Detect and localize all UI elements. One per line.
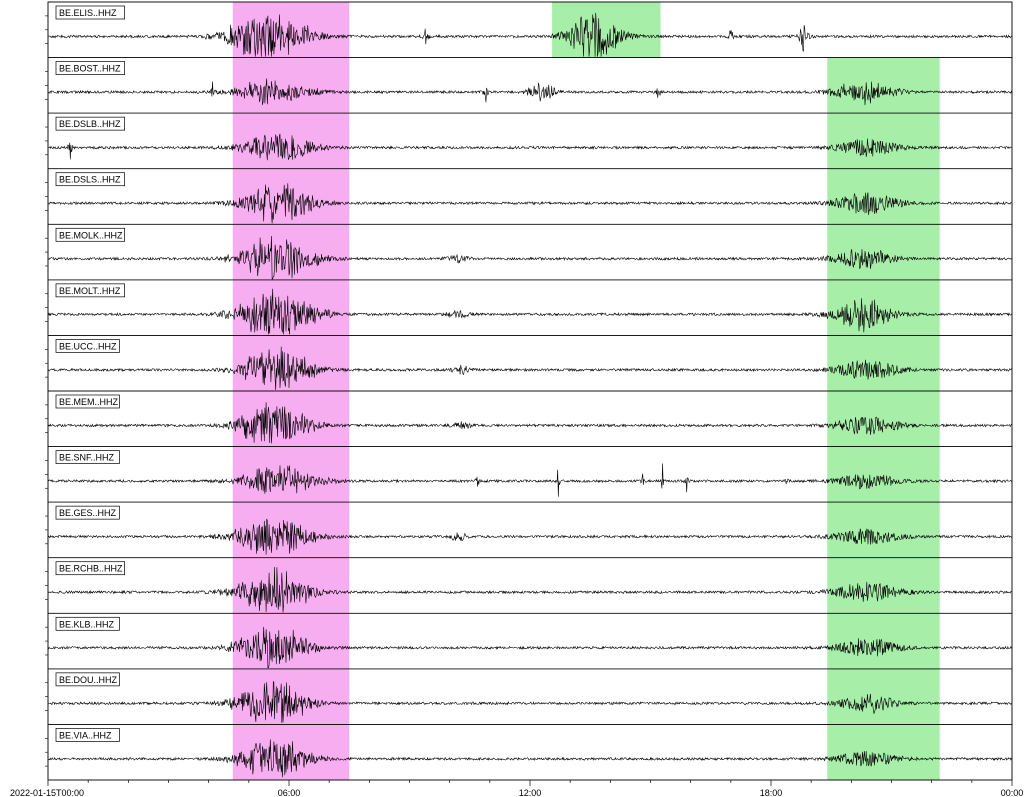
green-window — [827, 335, 939, 391]
pink-window — [233, 558, 349, 614]
pink-window — [233, 447, 349, 503]
trace-label: BE.GES..HHZ — [59, 508, 117, 518]
trace-label: BE.KLB..HHZ — [59, 619, 115, 629]
pink-window — [233, 613, 349, 669]
trace-label: BE.DOU..HHZ — [59, 675, 118, 685]
x-tick-label: 06:00 — [278, 788, 301, 797]
x-start-label: 2022-01-15T00:00 — [10, 788, 84, 797]
pink-window — [233, 113, 349, 169]
green-window — [827, 502, 939, 558]
trace-label: BE.UCC..HHZ — [59, 341, 117, 351]
trace-label: BE.SNF..HHZ — [59, 453, 115, 463]
green-window — [827, 558, 939, 614]
trace-label: BE.MEM..HHZ — [59, 397, 119, 407]
green-window — [827, 669, 939, 725]
trace-label: BE.MOLT..HHZ — [59, 286, 121, 296]
trace-label: BE.DSLB..HHZ — [59, 119, 121, 129]
seismic-waveform-chart: BE.ELIS..HHZ BE.BOST..HHZ BE.DSLB..HHZ BE.D… — [0, 0, 1024, 797]
trace-label: BE.BOST..HHZ — [59, 64, 121, 74]
x-tick-label: 00:00 — [1001, 788, 1024, 797]
trace-label: BE.ELIS..HHZ — [59, 8, 117, 18]
green-window — [827, 113, 939, 169]
green-window — [827, 447, 939, 503]
waveform — [48, 13, 1012, 57]
green-window — [827, 280, 939, 336]
pink-window — [233, 669, 349, 725]
trace-label: BE.DSLS..HHZ — [59, 175, 121, 185]
trace-label: BE.RCHB..HHZ — [59, 564, 123, 574]
green-window — [827, 391, 939, 447]
pink-window — [233, 724, 349, 780]
green-window — [827, 224, 939, 280]
green-window — [827, 613, 939, 669]
green-window — [827, 169, 939, 225]
pink-window — [233, 335, 349, 391]
x-tick-label: 12:00 — [519, 788, 542, 797]
x-tick-label: 18:00 — [760, 788, 783, 797]
trace-label: BE.MOLK..HHZ — [59, 230, 123, 240]
trace-label: BE.VIA..HHZ — [59, 730, 112, 740]
green-window — [827, 724, 939, 780]
trace-panel — [48, 2, 1012, 58]
